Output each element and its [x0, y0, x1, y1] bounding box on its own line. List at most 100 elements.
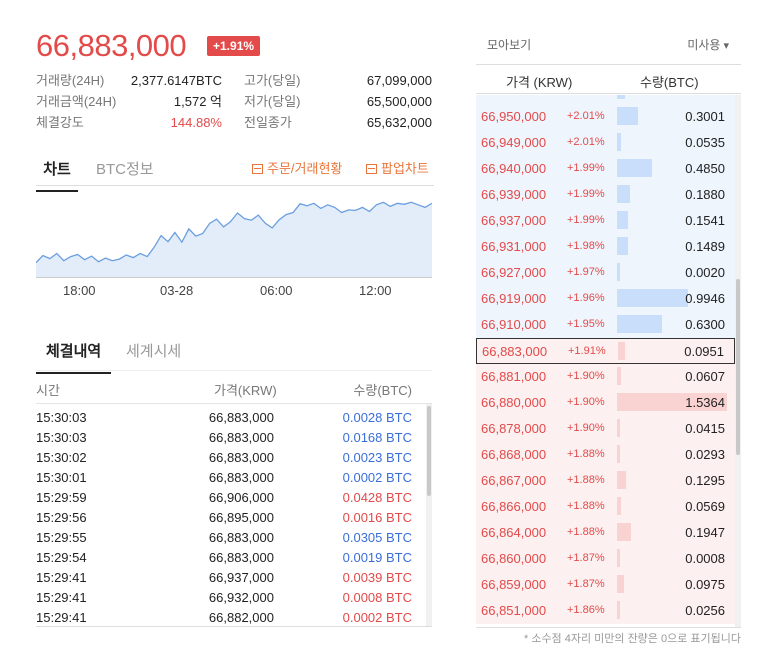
trade-time: 15:29:55	[36, 530, 87, 545]
col-qty: 수량(BTC)	[640, 75, 699, 90]
orderbook-bid-row[interactable]: 66,878,000 +1.90% 0.0415	[476, 416, 735, 442]
volume-bar	[617, 601, 620, 619]
trade-qty: 0.0019 BTC	[342, 550, 412, 565]
stat-label: 거래금액(24H)	[36, 94, 117, 109]
orderbook-ask-row[interactable]: 66,940,000 +1.99% 0.4850	[476, 156, 735, 182]
order-qty: 0.9946	[685, 291, 725, 306]
order-price: 66,883,000	[482, 344, 548, 359]
orderbook-ask-row[interactable]: 66,949,000 +2.01% 0.0535	[476, 130, 735, 156]
tab-world-price[interactable]: 세계시세	[126, 343, 182, 360]
grouping-select[interactable]: 미사용	[687, 36, 729, 53]
orderbook-ask-row[interactable]: 66,937,000 +1.99% 0.1541	[476, 208, 735, 234]
chart-x-tick: 06:00	[260, 283, 293, 298]
trade-price: 66,883,000	[208, 410, 274, 425]
volume-bar	[617, 95, 625, 99]
orderbook-row-current[interactable]: 66,883,000 +1.91% 0.0951	[476, 338, 735, 364]
order-change: +1.90%	[567, 422, 605, 434]
stat-value: 1,572 억	[173, 94, 222, 109]
trade-qty: 0.0008 BTC	[342, 590, 412, 605]
orderbook-toolbar: 모아보기 미사용	[476, 28, 741, 64]
trade-row: 15:29:56 66,895,000 0.0016 BTC	[36, 508, 414, 528]
col-price: 가격(KRW)	[214, 383, 277, 398]
order-qty: 0.0951	[684, 344, 724, 359]
order-price: 66,859,000	[481, 577, 547, 592]
order-price: 66,851,000	[481, 603, 547, 618]
order-change: +1.96%	[567, 292, 605, 304]
summary-view-toggle[interactable]: 모아보기	[487, 38, 532, 52]
scroll-thumb[interactable]	[427, 406, 431, 496]
current-price: 66,883,000	[36, 28, 187, 63]
volume-bar	[617, 549, 620, 567]
order-status-link[interactable]: 주문/거래현황	[252, 158, 342, 177]
order-change: +1.88%	[567, 500, 605, 512]
trade-price: 66,895,000	[208, 510, 274, 525]
tab-trade-history[interactable]: 체결내역	[36, 340, 112, 374]
orderbook-ask-row[interactable]: 66,939,000 +1.99% 0.1880	[476, 182, 735, 208]
order-price: 66,940,000	[481, 161, 547, 176]
chart-x-tick: 12:00	[359, 283, 392, 298]
col-qty: 수량(BTC)	[353, 383, 412, 398]
orderbook-ask-row[interactable]	[476, 95, 735, 104]
trade-qty: 0.0016 BTC	[342, 510, 412, 525]
trade-price: 66,932,000	[208, 590, 274, 605]
orderbook-bid-row[interactable]: 66,866,000 +1.88% 0.0569	[476, 494, 735, 520]
orderbook-ask-row[interactable]: 66,931,000 +1.98% 0.1489	[476, 234, 735, 260]
orderbook-ask-row[interactable]: 66,927,000 +1.97% 0.0020	[476, 260, 735, 286]
stat-value: 65,500,000	[366, 94, 432, 109]
price-chart[interactable]	[36, 188, 432, 278]
orderbook-bid-row[interactable]: 66,881,000 +1.90% 0.0607	[476, 364, 735, 390]
volume-bar	[617, 211, 628, 229]
order-qty: 0.0975	[685, 577, 725, 592]
trade-time: 15:29:41	[36, 570, 87, 585]
orderbook-bid-row[interactable]: 66,860,000 +1.87% 0.0008	[476, 546, 735, 572]
trade-row: 15:29:41 66,937,000 0.0039 BTC	[36, 568, 414, 588]
volume-bar	[618, 342, 625, 360]
popup-chart-link[interactable]: 팝업차트	[366, 158, 429, 177]
trade-time: 15:29:41	[36, 610, 87, 625]
order-qty: 0.4850	[685, 161, 725, 176]
order-price: 66,931,000	[481, 239, 547, 254]
trade-qty: 0.0002 BTC	[342, 470, 412, 485]
order-price: 66,868,000	[481, 447, 547, 462]
volume-bar	[617, 497, 621, 515]
tab-btc-info[interactable]: BTC정보	[96, 161, 154, 178]
orderbook-bid-row[interactable]: 66,851,000 +1.86% 0.0256	[476, 598, 735, 624]
order-price: 66,919,000	[481, 291, 547, 306]
order-change: +1.95%	[567, 318, 605, 330]
trade-scrollbar[interactable]	[426, 404, 432, 626]
orderbook-header: 가격 (KRW) 수량(BTC)	[476, 64, 741, 94]
order-change: +1.86%	[567, 604, 605, 616]
order-qty: 0.6300	[685, 317, 725, 332]
volume-bar	[617, 185, 630, 203]
tab-chart[interactable]: 차트	[36, 158, 78, 192]
divider	[476, 627, 741, 628]
orderbook-ask-row[interactable]: 66,919,000 +1.96% 0.9946	[476, 286, 735, 312]
trade-table-header: 시간 가격(KRW) 수량(BTC)	[36, 370, 432, 404]
orderbook-bid-row[interactable]: 66,867,000 +1.88% 0.1295	[476, 468, 735, 494]
trade-row: 15:29:41 66,882,000 0.0002 BTC	[36, 608, 414, 626]
scroll-thumb[interactable]	[736, 279, 740, 455]
trade-list: 15:30:03 66,883,000 0.0028 BTC 15:30:03 66,8…	[36, 408, 414, 626]
order-qty: 0.0607	[685, 369, 725, 384]
trade-price: 66,883,000	[208, 470, 274, 485]
order-change: +1.99%	[567, 188, 605, 200]
volume-bar	[617, 393, 727, 411]
trade-time: 15:30:01	[36, 470, 87, 485]
orderbook-scrollbar[interactable]	[735, 95, 741, 627]
trade-row: 15:29:55 66,883,000 0.0305 BTC	[36, 528, 414, 548]
trade-price: 66,937,000	[208, 570, 274, 585]
order-price: 66,910,000	[481, 317, 547, 332]
chart-popup-icon	[366, 164, 377, 174]
orderbook-bid-row[interactable]: 66,868,000 +1.88% 0.0293	[476, 442, 735, 468]
stat-row: 거래금액(24H) 1,572 억 저가(당일) 65,500,000	[36, 93, 434, 114]
orderbook-bid-row[interactable]: 66,864,000 +1.88% 0.1947	[476, 520, 735, 546]
volume-bar	[617, 471, 626, 489]
col-price: 가격 (KRW)	[506, 75, 573, 90]
orderbook-ask-row[interactable]: 66,950,000 +2.01% 0.3001	[476, 104, 735, 130]
orderbook-bid-row[interactable]: 66,859,000 +1.87% 0.0975	[476, 572, 735, 598]
orderbook-ask-row[interactable]: 66,910,000 +1.95% 0.6300	[476, 312, 735, 338]
trade-price: 66,883,000	[208, 430, 274, 445]
order-list-icon	[252, 164, 263, 174]
chart-price-line	[36, 201, 432, 264]
orderbook-bid-row[interactable]: 66,880,000 +1.90% 1.5364	[476, 390, 735, 416]
